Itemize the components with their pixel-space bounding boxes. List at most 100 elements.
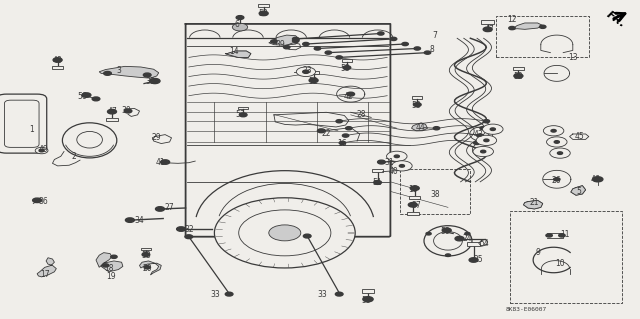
Circle shape (150, 78, 160, 84)
Circle shape (343, 66, 351, 70)
Circle shape (390, 37, 397, 41)
Circle shape (156, 207, 164, 211)
Text: 39: 39 (275, 40, 285, 48)
Text: 18: 18 (104, 264, 113, 273)
Text: 24: 24 (462, 234, 472, 243)
Text: 9: 9 (535, 248, 540, 256)
Circle shape (317, 129, 325, 133)
Text: 33: 33 (317, 290, 327, 299)
Circle shape (214, 198, 355, 268)
Bar (238, 107, 248, 109)
Text: 1: 1 (29, 125, 35, 134)
Circle shape (554, 141, 559, 143)
Text: 22: 22 (322, 130, 331, 138)
Circle shape (35, 147, 48, 154)
Text: 29: 29 (152, 133, 162, 142)
Circle shape (342, 134, 349, 137)
Text: 3: 3 (116, 66, 121, 75)
Circle shape (465, 232, 470, 235)
Circle shape (394, 155, 399, 158)
Bar (372, 169, 383, 172)
Circle shape (426, 232, 431, 235)
FancyBboxPatch shape (4, 100, 39, 147)
Text: 17: 17 (40, 271, 50, 279)
Text: 20: 20 (142, 264, 152, 273)
Text: 12: 12 (508, 15, 516, 24)
Text: 28: 28 (357, 110, 366, 119)
Polygon shape (269, 35, 300, 45)
Text: 45: 45 (574, 132, 584, 141)
Circle shape (547, 137, 567, 147)
Text: 36: 36 (38, 197, 49, 206)
Circle shape (424, 51, 431, 54)
Circle shape (543, 126, 564, 136)
Circle shape (363, 297, 373, 302)
Text: 31: 31 (384, 158, 394, 167)
Text: 48: 48 (52, 56, 63, 65)
Text: 52: 52 (513, 72, 524, 81)
Circle shape (339, 141, 346, 145)
Text: 2: 2 (71, 152, 76, 161)
Text: 54: 54 (479, 239, 490, 248)
Circle shape (292, 39, 299, 42)
Bar (106, 118, 118, 121)
Circle shape (483, 120, 490, 123)
Polygon shape (524, 200, 543, 209)
Bar (412, 96, 422, 99)
Text: FR.: FR. (604, 10, 627, 30)
Circle shape (483, 124, 503, 134)
Bar (513, 67, 524, 70)
Text: 13: 13 (568, 53, 578, 62)
Circle shape (92, 97, 100, 101)
Circle shape (284, 46, 290, 49)
Circle shape (445, 254, 451, 256)
Circle shape (408, 203, 417, 207)
Circle shape (125, 218, 134, 222)
Polygon shape (99, 66, 159, 78)
Text: 4: 4 (273, 38, 278, 47)
Circle shape (271, 40, 277, 43)
Circle shape (484, 139, 489, 142)
Ellipse shape (77, 131, 102, 148)
Circle shape (82, 93, 91, 97)
Bar (510, 211, 622, 303)
Circle shape (336, 120, 342, 123)
Ellipse shape (434, 232, 463, 250)
Circle shape (557, 152, 563, 154)
Circle shape (554, 178, 560, 181)
Text: 42: 42 (344, 92, 354, 101)
Circle shape (39, 149, 44, 152)
Text: 46: 46 (590, 175, 600, 184)
Circle shape (509, 26, 515, 30)
Circle shape (239, 210, 331, 256)
Text: 38: 38 (430, 190, 440, 199)
Text: 37: 37 (411, 201, 421, 210)
Text: 50: 50 (440, 227, 450, 236)
Circle shape (469, 258, 478, 262)
Circle shape (108, 109, 116, 114)
Text: 15: 15 (408, 185, 418, 194)
Text: 49: 49 (38, 145, 49, 154)
Circle shape (161, 160, 170, 164)
Text: 30: 30 (122, 106, 132, 115)
Bar (400, 169, 470, 214)
Polygon shape (140, 261, 161, 275)
Circle shape (259, 11, 268, 16)
Circle shape (514, 74, 523, 78)
Circle shape (292, 37, 299, 41)
Circle shape (374, 181, 381, 184)
Bar (141, 248, 151, 250)
Circle shape (111, 255, 117, 258)
Circle shape (239, 113, 247, 117)
Text: 53: 53 (141, 251, 151, 260)
Polygon shape (571, 186, 586, 195)
Circle shape (473, 146, 493, 157)
Circle shape (378, 160, 385, 164)
Circle shape (102, 264, 109, 267)
Text: 14: 14 (228, 47, 239, 56)
Circle shape (392, 161, 412, 171)
Text: 53: 53 (235, 110, 245, 119)
Circle shape (104, 71, 111, 75)
Text: 47: 47 (484, 25, 495, 34)
Bar (52, 66, 63, 69)
